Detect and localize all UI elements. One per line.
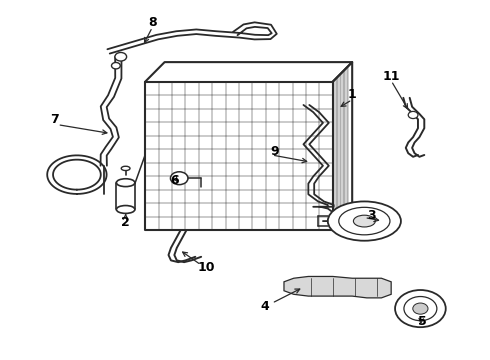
Circle shape [395,290,446,327]
Text: 3: 3 [368,209,376,222]
Text: 6: 6 [170,174,179,186]
Circle shape [408,111,418,118]
Text: 2: 2 [121,216,130,229]
Text: 11: 11 [382,70,400,83]
Circle shape [115,53,126,61]
Circle shape [112,63,120,69]
Circle shape [171,172,188,185]
Circle shape [413,303,428,314]
Text: 7: 7 [50,113,59,126]
Ellipse shape [339,207,390,235]
Text: 9: 9 [270,145,278,158]
Text: 4: 4 [260,300,269,313]
Ellipse shape [121,166,130,171]
Text: 5: 5 [418,315,427,328]
Ellipse shape [353,215,375,227]
Circle shape [404,297,437,321]
Text: 10: 10 [197,261,215,274]
Ellipse shape [328,202,401,241]
Ellipse shape [116,206,135,213]
Text: 1: 1 [348,88,357,101]
Ellipse shape [116,179,135,186]
Polygon shape [284,276,391,298]
Text: 8: 8 [148,16,157,29]
